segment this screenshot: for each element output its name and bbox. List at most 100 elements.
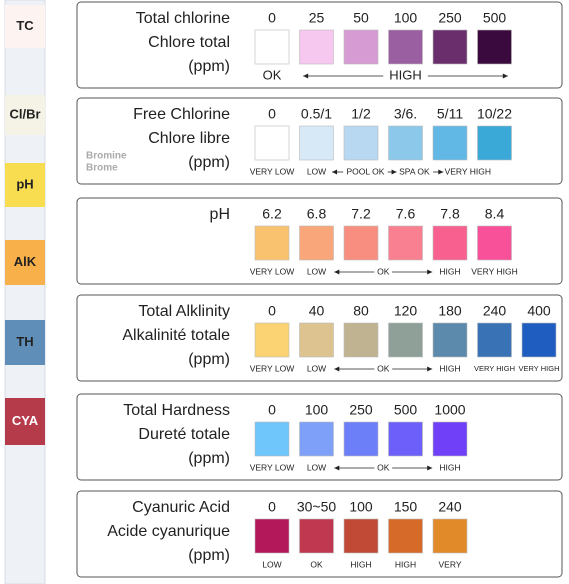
arrow-head [502,73,508,79]
value-label: 10/22 [477,106,512,122]
panel-note: Bromine [86,151,127,162]
strip-pad [5,320,45,365]
scale-label: HIGH [395,559,416,569]
arrow-head [427,366,433,372]
color-swatch [388,125,423,161]
scale-label: HIGH [439,462,460,472]
value-label: 100 [305,402,329,418]
value-label: 8.4 [485,206,505,222]
scale-label: HIGH [439,363,460,373]
value-label: 120 [394,303,418,319]
value-label: 400 [527,303,551,319]
strip-label: Cl/Br [9,106,40,121]
color-swatch [432,421,468,457]
panel-label: Total chlorine [136,10,230,27]
value-label: 7.6 [396,206,416,222]
panel-label: (ppm) [188,547,230,564]
strip-pad [5,240,45,285]
color-swatch [343,225,379,261]
scale-label: OK [310,559,323,569]
scale-label: VERY HIGH [474,364,515,373]
value-label: 250 [438,10,462,26]
color-swatch [254,518,290,554]
value-label: 7.8 [440,206,460,222]
value-label: 0 [268,106,276,122]
value-label: 150 [394,499,418,515]
arrow-head [427,269,433,275]
panel-label: (ppm) [188,154,230,171]
strip-pad [5,5,45,48]
value-label: 1/2 [351,106,371,122]
scale-label: VERY HIGH [471,266,517,276]
strip [4,0,46,584]
strip-pad [5,163,45,207]
value-label: 0 [268,499,276,515]
scale-label: VERY HIGH [445,166,491,176]
arrow-head [334,366,340,372]
panel-note: Brome [86,163,118,174]
value-label: 80 [353,303,369,319]
scale-label: VERY [439,559,462,569]
color-swatch [477,29,512,65]
color-swatch [254,225,290,261]
panel-label: Free Chlorine [133,106,230,123]
arrow-head [303,73,309,79]
color-swatch [521,322,557,358]
scale-label: HIGH [350,559,371,569]
color-swatch [254,421,290,457]
value-label: 250 [349,402,373,418]
panel-label: Dureté totale [138,426,230,443]
strip-pad [5,95,45,135]
scale-label: OK [377,266,390,276]
color-swatch [432,125,468,161]
value-label: 6.8 [307,206,327,222]
scale-label: LOW [307,266,326,276]
value-label: 0.5/1 [301,106,332,122]
color-swatch [388,322,423,358]
scale-label: POOL OK [346,166,384,176]
value-label: 240 [483,303,507,319]
strip-label: pH [16,176,33,191]
panel-label: Cyanuric Acid [132,499,230,516]
scale-label: LOW [307,462,326,472]
scale-label: VERY LOW [250,462,295,472]
color-swatch [343,518,379,554]
color-swatch [343,322,379,358]
scale-label: VERY HIGH [519,364,560,373]
value-label: 30~50 [297,499,337,515]
panel-label: pH [210,206,230,223]
strip-label: AlK [14,254,37,269]
strip-label: TC [16,18,34,33]
arrow-head [334,465,340,471]
scale-label: OK [263,67,282,82]
scale-label: HIGH [439,266,460,276]
value-label: 1000 [434,402,465,418]
scale-label: VERY LOW [250,363,295,373]
color-swatch [343,29,379,65]
color-swatch [388,518,423,554]
color-swatch [299,125,334,161]
scale-label: OK [377,363,390,373]
panel-label: (ppm) [188,450,230,467]
panel-label: Acide cyanurique [107,523,230,540]
value-label: 6.2 [262,206,282,222]
scale-label: LOW [307,363,326,373]
panel-label: Chlore libre [148,130,230,147]
color-swatch [388,29,423,65]
scale-label: LOW [262,559,281,569]
scale-label: VERY LOW [250,266,295,276]
color-swatch [343,421,379,457]
color-swatch [343,125,379,161]
color-swatch [432,322,468,358]
scale-label: VERY LOW [250,166,295,176]
value-label: 0 [268,303,276,319]
color-swatch [388,421,423,457]
value-label: 25 [309,10,325,26]
strip-label: TH [16,334,33,349]
color-swatch [432,518,468,554]
color-swatch [432,225,468,261]
panel-label: (ppm) [188,351,230,368]
color-swatch [299,322,334,358]
color-swatch [299,225,334,261]
